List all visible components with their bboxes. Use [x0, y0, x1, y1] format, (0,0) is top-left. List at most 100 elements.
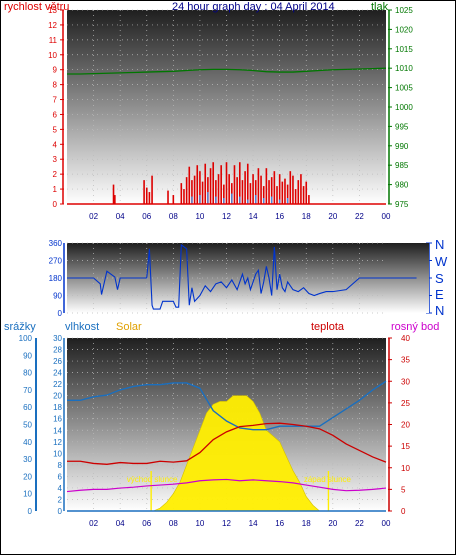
temperature-tick-label: 20 — [401, 421, 410, 430]
rain-tick-label: 90 — [23, 351, 32, 360]
humidity-tick-label: 18 — [53, 403, 62, 412]
wind-gust-bar — [263, 198, 265, 204]
humidity-tick-label: 24 — [53, 369, 62, 378]
wind-bar — [151, 175, 153, 204]
wind-bar — [172, 195, 175, 204]
compass-label-n-top: N — [435, 237, 445, 252]
rain-tick-label: 10 — [23, 490, 32, 499]
temperature-line — [67, 422, 387, 465]
wind-bar — [241, 180, 244, 204]
humidity-tick-label: 6 — [58, 472, 63, 481]
wind-tick-label: 13 — [48, 6, 57, 15]
time-tick-label: 00 — [382, 519, 391, 528]
time-tick-label: 10 — [195, 212, 204, 221]
wind-gust-bar — [207, 192, 209, 204]
wind-tick-label: 1 — [53, 185, 58, 194]
wind-gust-bar — [223, 198, 225, 204]
solar-axis-label: Solar — [116, 321, 142, 333]
wind-bar — [292, 175, 294, 204]
humidity-tick-label: 12 — [53, 438, 62, 447]
rain-tick-label: 40 — [23, 438, 32, 447]
wind-bar — [112, 184, 115, 204]
wind-bar — [297, 180, 300, 204]
wind-bar — [215, 180, 217, 204]
temperature-tick-label: 5 — [401, 485, 406, 494]
time-tick-label: 04 — [116, 519, 125, 528]
wind-bar — [185, 177, 188, 204]
humidity-tick-label: 0 — [58, 507, 63, 516]
wind-bar — [289, 171, 292, 204]
wind-speed-axis-label: rychlost větru — [4, 1, 70, 13]
humidity-tick-label: 4 — [58, 484, 63, 493]
wind-bar — [114, 195, 116, 204]
time-tick-label: 20 — [328, 212, 337, 221]
temperature-axis-label: teplota — [311, 321, 345, 333]
humidity-tick-label: 8 — [58, 461, 63, 470]
direction-tick-label: 0 — [58, 309, 63, 318]
pressure-tick-label: 1025 — [395, 6, 413, 15]
wind-bar — [268, 180, 270, 204]
wind-bar — [262, 186, 265, 204]
time-tick-label: 08 — [169, 212, 178, 221]
wind-bar — [308, 195, 310, 204]
wind-bar — [191, 180, 193, 204]
rain-tick-label: 50 — [23, 421, 32, 430]
pressure-tick-label: 1010 — [395, 64, 413, 73]
pressure-tick-label: 995 — [395, 122, 409, 131]
time-tick-label: 08 — [169, 519, 178, 528]
rain-tick-label: 80 — [23, 369, 32, 378]
direction-tick-label: 360 — [49, 239, 63, 248]
temperature-tick-label: 35 — [401, 356, 410, 365]
pressure-tick-label: 980 — [395, 181, 409, 190]
wind-bar — [244, 171, 246, 204]
humidity-tick-label: 14 — [53, 426, 62, 435]
wind-bar — [212, 162, 215, 204]
wind-bar — [193, 175, 196, 204]
wind-bar — [143, 180, 145, 204]
time-tick-label: 02 — [89, 519, 98, 528]
wind-bar — [209, 168, 212, 204]
wind-tick-label: 8 — [53, 81, 58, 90]
temperature-tick-label: 15 — [401, 442, 410, 451]
pressure-tick-label: 990 — [395, 142, 409, 151]
humidity-axis-label: vlhkost — [65, 321, 100, 333]
rain-tick-label: 100 — [19, 334, 33, 343]
wind-bar — [300, 174, 302, 204]
time-tick-label: 14 — [249, 519, 258, 528]
time-tick-label: 18 — [302, 212, 311, 221]
direction-tick-label: 180 — [49, 274, 63, 283]
wind-bar — [148, 192, 151, 204]
time-tick-label: 02 — [89, 212, 98, 221]
humidity-tick-label: 2 — [58, 495, 63, 504]
wind-tick-label: 12 — [48, 21, 57, 30]
time-tick-label: 14 — [249, 212, 258, 221]
wind-bar — [196, 165, 199, 204]
temperature-tick-label: 40 — [401, 334, 410, 343]
wind-bar — [236, 177, 238, 204]
humidity-tick-label: 16 — [53, 415, 62, 424]
wind-bar — [217, 174, 220, 204]
wind-bar — [265, 168, 268, 204]
wind-tick-label: 10 — [48, 51, 57, 60]
wind-gust-bar — [247, 199, 249, 204]
wind-tick-label: 2 — [53, 170, 58, 179]
wind-bar — [273, 171, 276, 204]
wind-tick-label: 3 — [53, 155, 58, 164]
time-tick-label: 20 — [328, 519, 337, 528]
wind-bar — [246, 163, 249, 204]
wind-bar — [305, 181, 308, 204]
compass-label-n-bottom: N — [435, 303, 445, 318]
wind-bar — [167, 190, 169, 204]
time-tick-label: 22 — [355, 212, 364, 221]
wind-direction-line — [67, 243, 386, 310]
pressure-axis-label: tlak — [371, 1, 389, 13]
wind-bar — [278, 174, 281, 204]
humidity-tick-label: 22 — [53, 380, 62, 389]
wind-gust-bar — [287, 198, 289, 204]
pressure-tick-label: 1015 — [395, 45, 413, 54]
wind-bar — [286, 184, 289, 204]
compass-label-e: E — [435, 287, 444, 302]
wind-bar — [249, 183, 252, 204]
dewpoint-line — [66, 478, 387, 493]
